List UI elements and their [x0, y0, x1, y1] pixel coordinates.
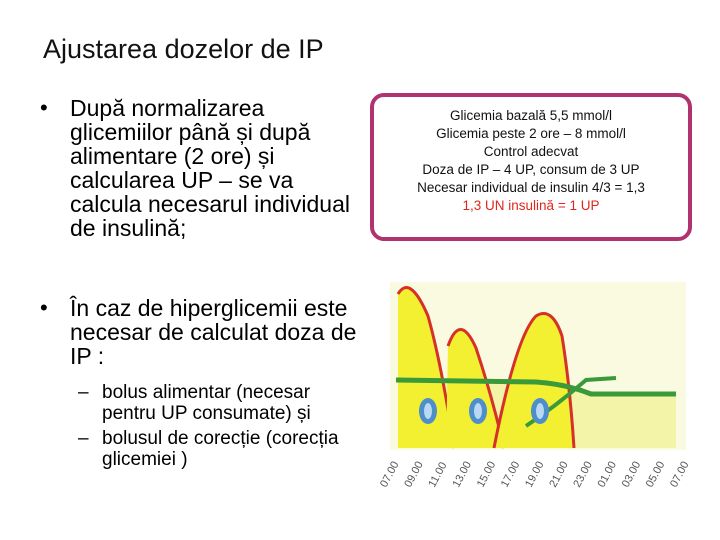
- bullet-item-normalization: • După normalizarea glicemiilor până și …: [40, 95, 385, 241]
- time-tick-label: 23.00: [571, 459, 595, 489]
- bullet-line: După normalizarea: [70, 95, 265, 121]
- basal-insulin-curve: [395, 376, 676, 428]
- bullet-line: necesar de calculat doza de: [70, 319, 357, 345]
- insulin-profile-chart: 07.00 09.00 11.00 13.00 15.00 17.00 19.00 21.00…: [378, 282, 692, 489]
- bullet-dot: •: [40, 295, 48, 320]
- bullet-line: calcularea UP – se va: [70, 167, 294, 193]
- bullet-line: calcula necesarul individual: [70, 191, 350, 217]
- sub-bullet-line: bolusul de corecție (corecția: [102, 428, 339, 449]
- time-tick-label: 07.00: [668, 459, 692, 489]
- bullet-dot: •: [40, 95, 48, 120]
- bullet-text: După normalizarea glicemiilor până și du…: [70, 96, 350, 240]
- bullet-line: IP :: [70, 343, 105, 369]
- basal-line: [395, 377, 676, 397]
- evening-basal-line: [524, 376, 617, 428]
- info-line-basal-glycemia: Glicemia bazală 5,5 mmol/l: [449, 108, 613, 123]
- bullet-line: glicemiilor până și după: [70, 119, 311, 145]
- time-tick-label: 01.00: [596, 459, 620, 489]
- time-tick-label: 21.00: [547, 459, 571, 489]
- slide-title: Ajustarea dozelor de IP: [43, 34, 324, 64]
- info-line-individual-need: Necesar individual de insulin 4/3 = 1,3: [417, 180, 645, 195]
- info-line-dose: Doza de IP – 4 UP, consum de 3 UP: [422, 162, 640, 177]
- sub-bullet-dash: –: [78, 382, 89, 403]
- time-tick-label: 13.00: [451, 459, 475, 489]
- sub-bullet-list: – bolus alimentar (necesar pentru UP con…: [78, 382, 385, 470]
- time-tick-label: 09.00: [402, 459, 426, 489]
- sub-bullet-line: pentru UP consumate) și: [102, 403, 311, 424]
- info-line-control: Control adecvat: [483, 144, 579, 159]
- bullet-line: alimentare (2 ore) și: [70, 143, 275, 169]
- injection-marker-highlight: [474, 403, 482, 419]
- time-axis-labels: 07.00 09.00 11.00 13.00 15.00 17.00 19.00 21.00…: [378, 459, 692, 489]
- meal-peak-area: [398, 287, 454, 448]
- injection-marker-highlight: [424, 403, 432, 419]
- sub-bullet-dash: –: [78, 428, 89, 449]
- time-tick-label: 07.00: [378, 459, 402, 489]
- info-line-postprandial-glycemia: Glicemia peste 2 ore – 8 mmol/l: [436, 126, 626, 141]
- info-line-conversion: 1,3 UN insulină = 1 UP: [462, 198, 600, 213]
- time-tick-label: 17.00: [499, 459, 523, 489]
- meal-peak-area: [446, 329, 504, 448]
- meal-peak-curve: [446, 328, 506, 449]
- bullet-item-hyperglycemia: • În caz de hiperglicemii este necesar d…: [40, 296, 385, 474]
- time-tick-label: 19.00: [523, 459, 547, 489]
- bullet-line: de insulină;: [70, 215, 187, 241]
- sub-bullet-meal-bolus: – bolus alimentar (necesar pentru UP con…: [78, 382, 385, 424]
- injection-marker-highlight: [536, 403, 544, 419]
- sub-bullet-line: bolus alimentar (necesar: [102, 382, 311, 403]
- bullet-line: În caz de hiperglicemii este: [70, 295, 348, 321]
- time-tick-label: 11.00: [426, 460, 449, 489]
- injection-markers: [419, 398, 549, 424]
- time-tick-label: 15.00: [475, 459, 499, 489]
- calculation-info-box: Glicemia bazală 5,5 mmol/l Glicemia pest…: [370, 93, 692, 241]
- sub-bullet-correction-bolus: – bolusul de corecție (corecția glicemie…: [78, 428, 385, 470]
- time-tick-label: 03.00: [620, 459, 644, 489]
- sub-bullet-line: glicemiei ): [102, 449, 188, 470]
- time-tick-label: 05.00: [644, 459, 668, 489]
- bullet-text: În caz de hiperglicemii este necesar de …: [70, 296, 356, 368]
